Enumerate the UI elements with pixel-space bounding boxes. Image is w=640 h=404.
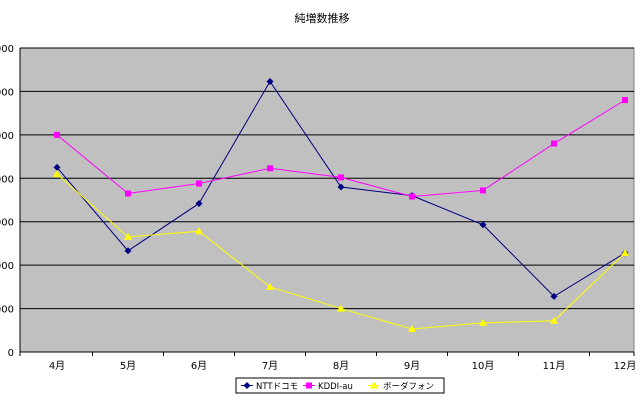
- data-point: [479, 318, 487, 326]
- x-tick-label: 11月: [543, 360, 566, 372]
- data-point: [337, 304, 345, 312]
- y-tick-label: 000: [0, 131, 14, 142]
- data-point: [409, 193, 415, 200]
- data-point: [621, 248, 629, 256]
- x-tick-label: 8月: [333, 360, 349, 372]
- data-point: [53, 169, 61, 177]
- x-tick-label: 5月: [120, 360, 136, 372]
- legend-box: [235, 377, 445, 394]
- data-point: [337, 183, 345, 191]
- legend-label: ボーダフォン: [383, 381, 434, 392]
- y-tick-label: 0: [8, 348, 14, 359]
- gridlines: [20, 47, 634, 310]
- data-point: [622, 97, 628, 104]
- series-2: [54, 97, 628, 200]
- data-point: [338, 174, 344, 181]
- legend-label: KDDI-au: [318, 382, 353, 392]
- x-tick-label: 4月: [49, 360, 65, 372]
- plot-area: [19, 47, 635, 353]
- data-point: [54, 131, 60, 138]
- series-layer: [53, 77, 629, 332]
- legend-marker: [306, 382, 312, 389]
- axes: 00000000000000000000004月5月6月7月8月9月10月11月…: [0, 44, 636, 372]
- data-point: [267, 165, 273, 172]
- x-tick-label: 7月: [262, 360, 278, 372]
- legend-label: NTTドコモ: [256, 382, 298, 392]
- data-point: [551, 140, 557, 147]
- y-tick-label: 000: [0, 261, 14, 272]
- data-point: [266, 282, 274, 290]
- x-tick-label: 10月: [472, 360, 495, 372]
- data-point: [195, 227, 203, 235]
- data-point: [266, 77, 274, 85]
- data-point: [124, 247, 132, 255]
- x-tick-label: 9月: [404, 360, 420, 372]
- data-point: [195, 199, 203, 207]
- x-tick-label: 6月: [191, 360, 207, 372]
- series-3: [53, 169, 629, 332]
- chart-title: 純増数推移: [295, 11, 350, 25]
- legend-marker: [370, 381, 378, 389]
- data-point: [408, 324, 416, 332]
- y-tick-label: 000: [0, 218, 14, 229]
- y-tick-label: 000: [0, 305, 14, 316]
- legend-marker: [243, 382, 251, 389]
- data-point: [125, 190, 131, 197]
- y-tick-label: 000: [0, 87, 14, 98]
- data-point: [550, 292, 558, 300]
- legend: NTTドコモ KDDI-au ボーダフォン: [235, 377, 445, 394]
- data-point: [479, 221, 487, 229]
- data-point: [53, 163, 61, 171]
- x-tick-label: 12月: [614, 360, 637, 372]
- data-point: [480, 187, 486, 194]
- data-point: [550, 316, 558, 324]
- data-point: [124, 232, 132, 240]
- data-point: [196, 180, 202, 187]
- y-tick-label: 000: [0, 174, 14, 185]
- y-tick-label: 000: [0, 44, 14, 55]
